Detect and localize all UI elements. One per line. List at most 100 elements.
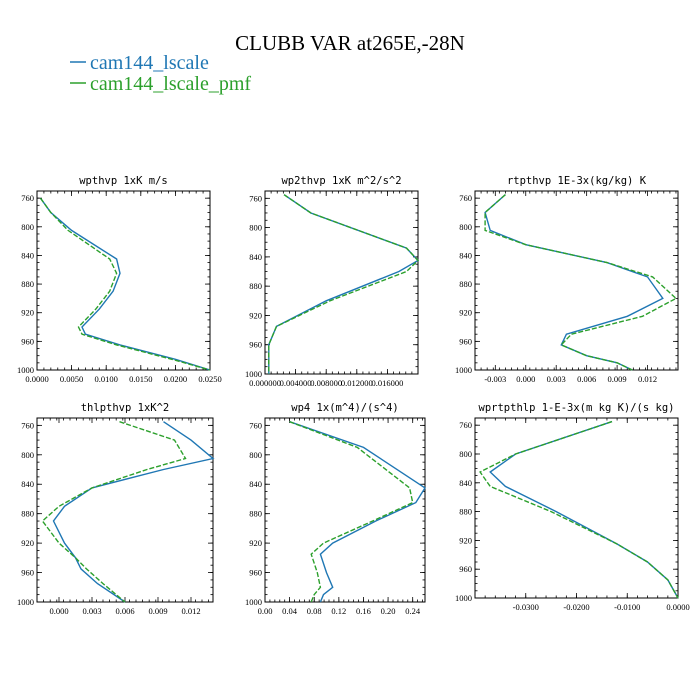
series-line-lscale-pmf <box>268 194 419 374</box>
y-tick-label: 960 <box>249 568 262 578</box>
panel-title: wpthvp 1xK m/s <box>79 175 168 187</box>
y-tick-label: 840 <box>249 479 262 489</box>
panel-title: wprtpthlp 1-E-3x(m kg K)/(s kg) <box>479 402 675 414</box>
x-tick-label: 0.006 <box>115 606 134 616</box>
y-tick-label: 920 <box>249 538 262 548</box>
y-tick-label: 800 <box>21 222 34 232</box>
panel-title: thlpthvp 1xK^2 <box>81 402 170 414</box>
x-tick-label: 0.0000 <box>666 602 689 612</box>
panel-2: wp2thvp 1xK m^2/s^2 760 800 840 880 920 960 100… <box>245 175 420 388</box>
y-tick-label: 760 <box>249 193 262 203</box>
y-tick-label: 800 <box>459 222 472 232</box>
y-tick-label: 880 <box>459 279 472 289</box>
x-tick-label: 0.000 <box>516 374 535 384</box>
x-tick-label: -0.0300 <box>513 602 539 612</box>
series-line-lscale <box>52 421 215 603</box>
series-line-lscale <box>39 197 211 371</box>
y-tick-label: 1000 <box>455 365 472 375</box>
x-tick-label: 0.0150 <box>129 374 152 384</box>
y-tick-label: 1000 <box>17 597 34 607</box>
y-tick-label: 760 <box>21 420 34 430</box>
x-tick-label: 0.006 <box>577 374 596 384</box>
panel-1: wpthvp 1xK m/s76080084088092096010000.00… <box>17 175 222 384</box>
y-tick-label: 920 <box>21 538 34 548</box>
x-tick-label: 0.003 <box>82 606 101 616</box>
legend-label-2: cam144_lscale_pmf <box>90 73 251 95</box>
y-tick-label: 920 <box>459 535 472 545</box>
x-tick-label: 0.012000 <box>341 378 373 388</box>
x-tick-label: -0.003 <box>484 374 506 384</box>
y-tick-label: 880 <box>21 509 34 519</box>
series-line-lscale-pmf <box>484 194 678 371</box>
y-tick-label: 1000 <box>245 369 262 379</box>
x-tick-label: 0.012 <box>638 374 657 384</box>
series-line-lscale <box>484 194 664 371</box>
y-tick-label: 920 <box>21 308 34 318</box>
x-tick-label: 0.08 <box>307 606 322 616</box>
panel-6: wprtpthlp 1-E-3x(m kg K)/(s kg) 760 800 840… <box>455 402 690 612</box>
legend-label-1: cam144_lscale <box>90 52 209 74</box>
x-tick-label: 0.004000 <box>280 378 312 388</box>
y-tick-label: 880 <box>249 281 262 291</box>
y-tick-label: 880 <box>21 279 34 289</box>
x-tick-label: 0.20 <box>381 606 396 616</box>
plot-frame <box>36 417 214 603</box>
y-tick-label: 840 <box>21 250 34 260</box>
y-tick-label: 960 <box>459 564 472 574</box>
y-tick-label: 840 <box>21 479 34 489</box>
series-line-lscale <box>489 420 679 599</box>
series-line-lscale-pmf <box>479 420 679 599</box>
y-tick-label: 920 <box>459 308 472 318</box>
x-tick-label: 0.24 <box>405 606 421 616</box>
y-tick-label: 800 <box>249 223 262 233</box>
panel-3: rtpthvp 1E-3x(kg/kg) K 760 800 840 880 920 960… <box>455 175 679 384</box>
x-tick-label: -0.0200 <box>563 602 589 612</box>
legend: cam144_lscale cam144_lscale_pmf <box>70 52 251 95</box>
plot-frame <box>264 417 426 603</box>
x-tick-label: 0.0000 <box>25 374 48 384</box>
y-tick-label: 1000 <box>455 593 472 603</box>
series-line-lscale <box>289 421 426 603</box>
x-tick-label: 0.16 <box>356 606 371 616</box>
x-tick-label: 0.016000 <box>371 378 403 388</box>
y-tick-label: 800 <box>21 450 34 460</box>
series-line-lscale-pmf <box>289 421 414 603</box>
y-tick-label: 960 <box>21 336 34 346</box>
y-tick-label: 760 <box>21 193 34 203</box>
y-tick-label: 840 <box>249 252 262 262</box>
x-tick-label: 0.0200 <box>164 374 187 384</box>
series-line-lscale-pmf <box>39 197 211 371</box>
x-tick-label: 0.003 <box>547 374 566 384</box>
y-tick-label: 880 <box>249 509 262 519</box>
x-tick-label: -0.0100 <box>614 602 640 612</box>
x-tick-label: 0.000 <box>49 606 68 616</box>
panel-title: rtpthvp 1E-3x(kg/kg) K <box>507 175 647 187</box>
y-tick-label: 920 <box>249 310 262 320</box>
y-tick-label: 1000 <box>17 365 34 375</box>
panel-title: wp4 1x(m^4)/(s^4) <box>291 402 398 414</box>
x-tick-label: 0.012 <box>181 606 200 616</box>
panels: wpthvp 1xK m/s76080084088092096010000.00… <box>17 175 690 616</box>
y-tick-label: 960 <box>459 336 472 346</box>
y-tick-label: 840 <box>459 478 472 488</box>
y-tick-label: 800 <box>459 449 472 459</box>
y-tick-label: 760 <box>459 193 472 203</box>
x-tick-label: 0.12 <box>331 606 346 616</box>
x-tick-label: 0.0050 <box>60 374 83 384</box>
series-line-lscale-pmf <box>41 421 187 603</box>
plot-frame <box>36 190 211 371</box>
x-tick-label: 0.000000 <box>249 378 281 388</box>
x-tick-label: 0.0100 <box>95 374 118 384</box>
y-tick-label: 800 <box>249 450 262 460</box>
x-tick-label: 0.008000 <box>310 378 342 388</box>
figure-title: CLUBB VAR at265E,-28N <box>235 31 465 55</box>
y-tick-label: 840 <box>459 250 472 260</box>
y-tick-label: 760 <box>249 420 262 430</box>
plot-frame <box>264 190 419 375</box>
x-tick-label: 0.04 <box>282 606 298 616</box>
y-tick-label: 960 <box>21 568 34 578</box>
x-tick-label: 0.00 <box>258 606 273 616</box>
panel-4: thlpthvp 1xK^2 760 800 840 880 920 960 1000 0.00… <box>17 402 215 616</box>
x-tick-label: 0.009 <box>608 374 627 384</box>
